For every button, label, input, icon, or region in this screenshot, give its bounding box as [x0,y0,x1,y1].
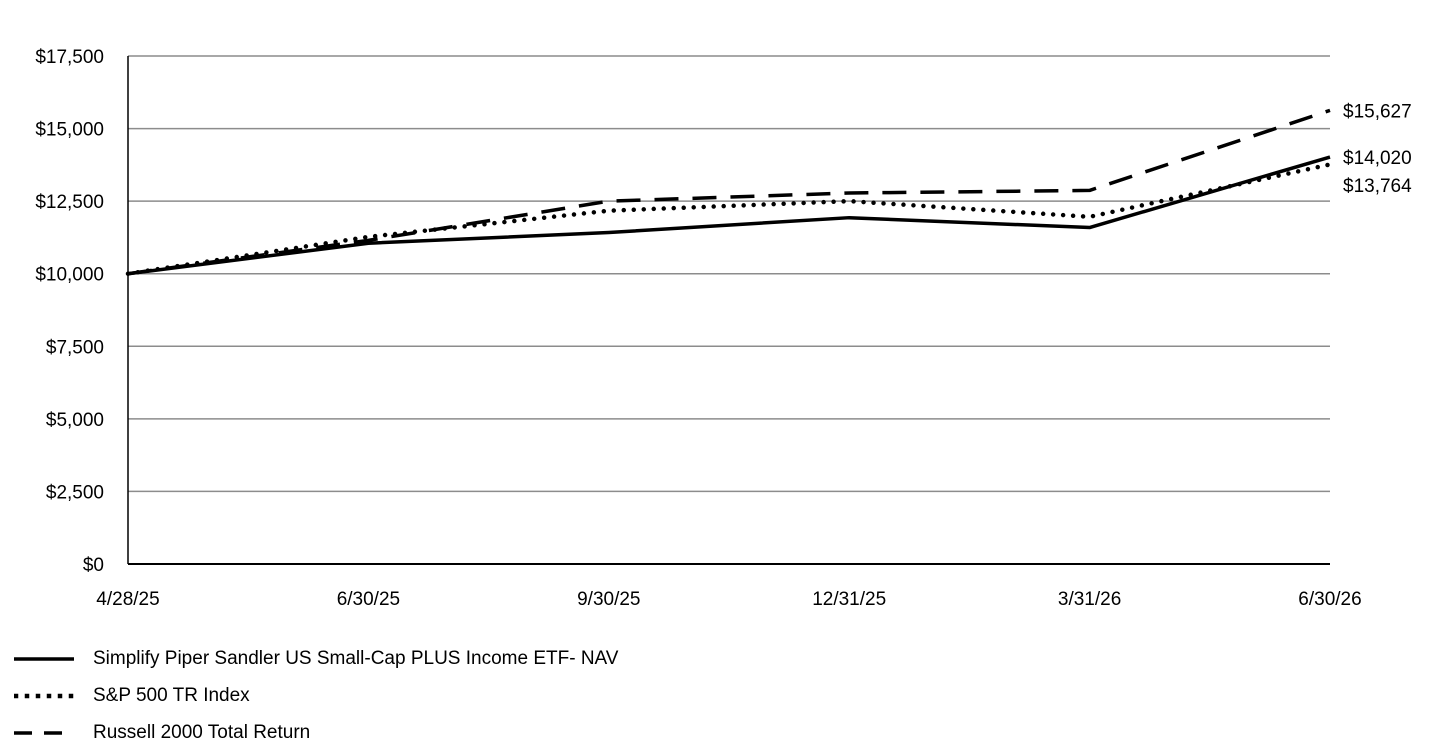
series-line-dotted [125,162,1333,276]
legend-swatch-dashed [14,730,74,735]
end-value-label: $15,627 [1343,101,1412,122]
series-line-dashed [127,108,1331,276]
y-tick-label: $0 [83,555,104,576]
y-tick-label: $10,000 [35,265,104,286]
end-value-label: $14,020 [1343,148,1412,169]
legend-item-nav: Simplify Piper Sandler US Small-Cap PLUS… [14,640,618,677]
x-axis-tick-labels: 4/28/25 6/30/25 9/30/25 12/31/25 3/31/26 6/30… [96,589,1361,610]
legend-label: Russell 2000 Total Return [93,721,311,743]
end-value-label: $13,764 [1343,176,1412,197]
series-line-solid [127,155,1331,276]
legend-swatch-dotted [14,693,76,698]
legend-label: Simplify Piper Sandler US Small-Cap PLUS… [93,647,619,669]
legend-swatch-solid [14,656,74,661]
x-tick-label: 4/28/25 [96,589,159,610]
legend: Simplify Piper Sandler US Small-Cap PLUS… [14,640,618,751]
x-tick-label: 9/30/25 [577,589,640,610]
x-tick-label: 3/31/26 [1058,589,1121,610]
x-tick-label: 6/30/26 [1298,589,1361,610]
y-tick-label: $7,500 [46,337,104,358]
y-tick-label: $17,500 [35,47,104,68]
y-tick-label: $5,000 [46,410,104,431]
y-axis-tick-labels: $0 $2,500 $5,000 $7,500 $10,000 $12,500 $15,00… [35,47,104,576]
y-tick-label: $2,500 [46,482,104,503]
series-lines [125,108,1333,276]
legend-label: S&P 500 TR Index [93,684,250,706]
y-tick-label: $15,000 [35,120,104,141]
legend-item-sp500: S&P 500 TR Index [14,677,618,714]
end-value-labels: $15,627 $14,020 $13,764 [1343,101,1412,197]
y-tick-label: $12,500 [35,192,104,213]
grid-lines [128,55,1330,493]
x-tick-label: 12/31/25 [812,589,886,610]
axes [127,56,1330,565]
legend-item-russell: Russell 2000 Total Return [14,714,618,751]
x-tick-label: 6/30/25 [337,589,400,610]
